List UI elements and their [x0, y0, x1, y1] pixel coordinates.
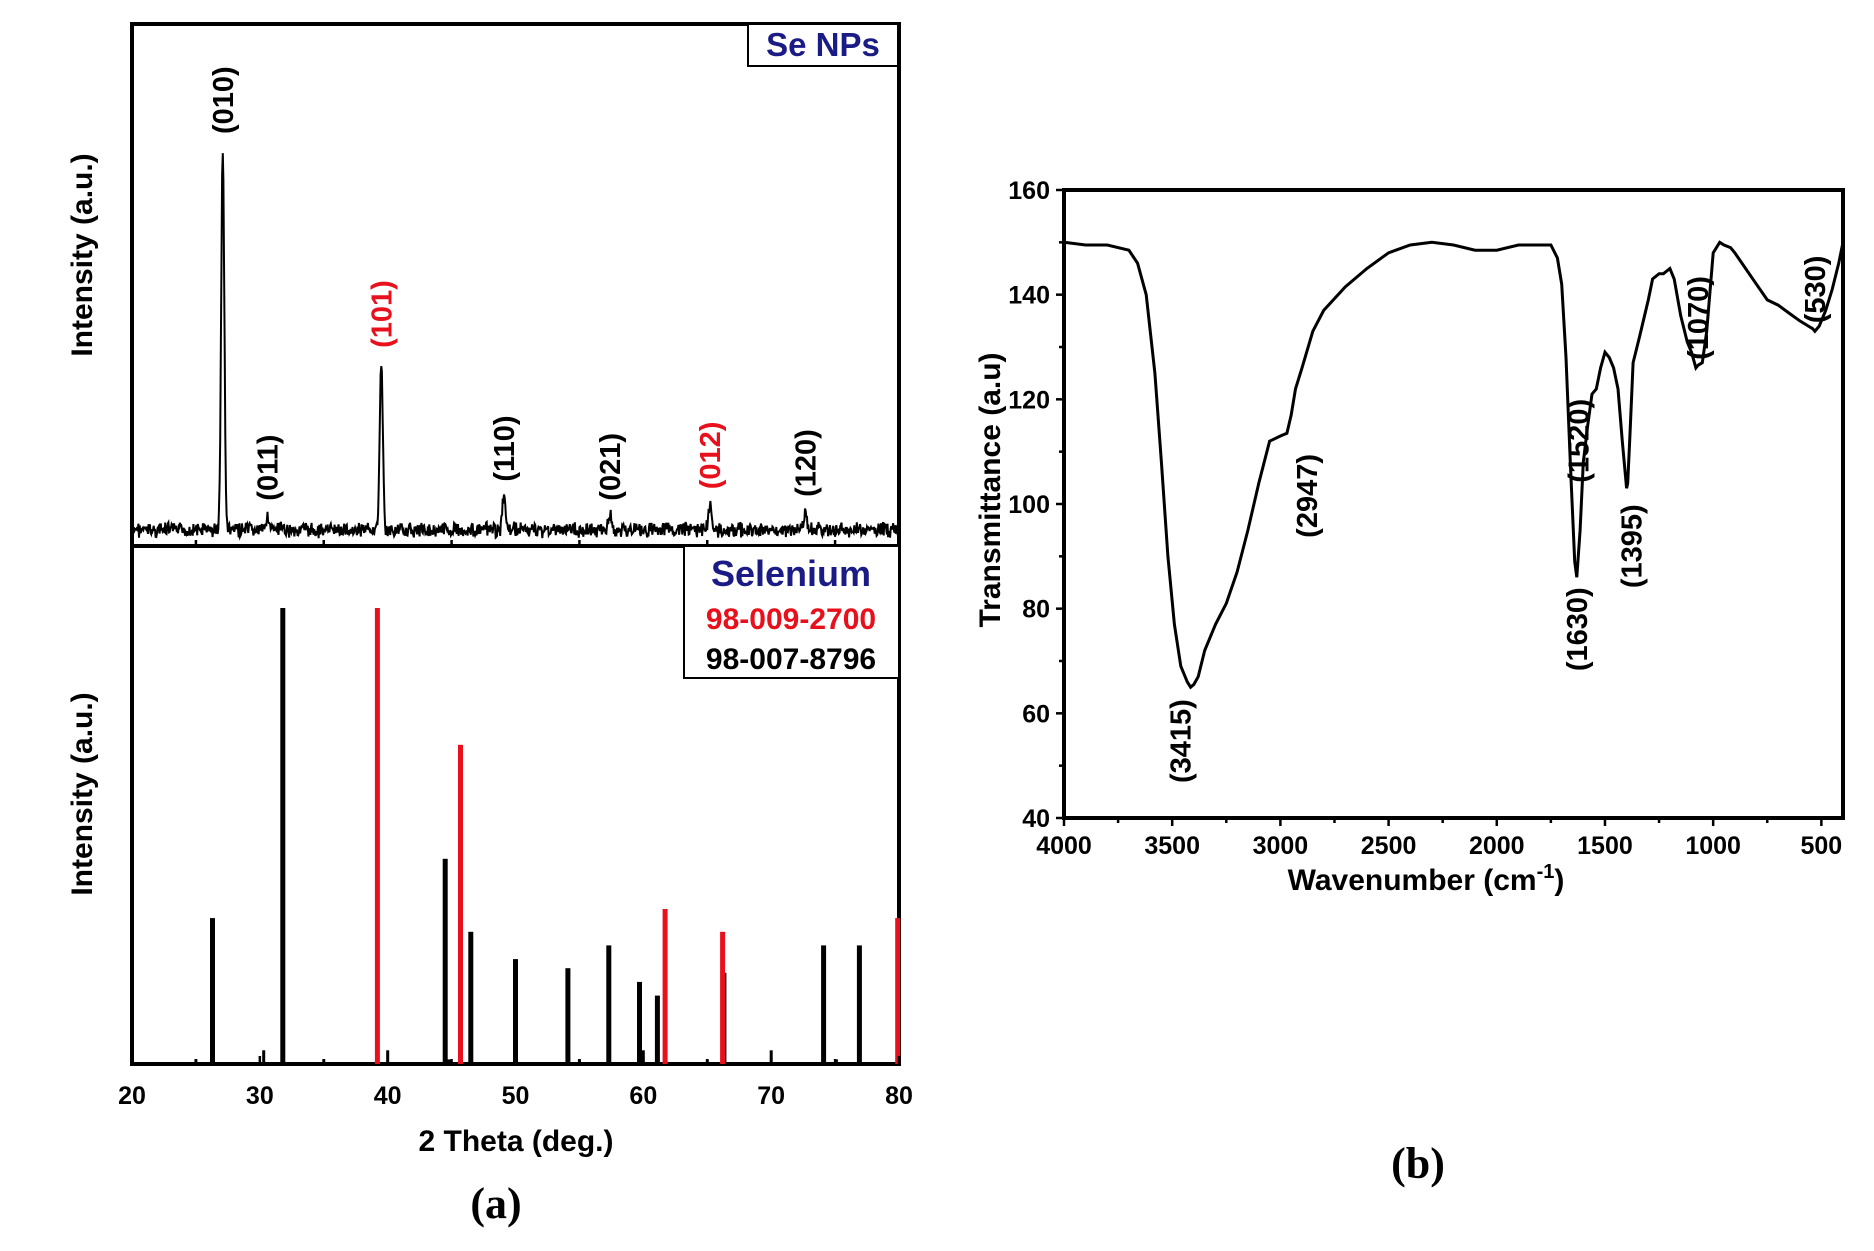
ftir-y-tick-label: 40 — [1022, 805, 1050, 833]
panel-label-b: (b) — [1391, 1139, 1445, 1188]
reference-bar — [210, 918, 215, 1064]
reference-bar — [662, 909, 668, 1064]
sample-label: Se NPs — [766, 26, 880, 63]
ftir-peak-label: (1520) — [1564, 399, 1596, 483]
ftir-peak-label: (1070) — [1683, 276, 1715, 360]
ftir-y-tick-label: 160 — [1008, 177, 1050, 205]
xrd-x-tick-label: 40 — [374, 1082, 402, 1110]
ftir-y-tick-label: 100 — [1008, 491, 1050, 519]
ftir-ylabel: Transmittance (a.u) — [974, 352, 1007, 627]
reference-bar — [720, 931, 726, 1064]
xrd-x-tick-label: 20 — [118, 1082, 146, 1110]
xrd-x-tick-label: 50 — [502, 1082, 530, 1110]
xrd-x-tick-label: 80 — [885, 1082, 913, 1110]
ftir-x-tick-label: 3500 — [1144, 832, 1200, 860]
xrd-sample-plot: (010) (011) (101) (110) (021) (012) (120) Se N… — [66, 22, 901, 548]
xrd-xlabel: 2 Theta (deg.) — [418, 1125, 613, 1158]
xrd-peak-label: (120) — [791, 429, 823, 497]
reference-bar — [513, 959, 518, 1064]
reference-bar — [654, 995, 660, 1064]
legend-entry-red: 98-009-2700 — [706, 603, 876, 636]
xrd-sample-ylabel: Intensity (a.u.) — [66, 153, 99, 356]
reference-pattern-plot: 20 30 40 50 60 70 80 Selenium 98-009-2700 98-0… — [66, 540, 913, 1158]
reference-ylabel: Intensity (a.u.) — [66, 692, 99, 895]
ftir-peak-label: (1630) — [1562, 587, 1594, 671]
xrd-peak-label: (012) — [695, 422, 727, 490]
ftir-y-tick-label: 60 — [1022, 700, 1050, 728]
reference-bar — [262, 1050, 266, 1064]
ftir-xlabel: Wavenumber (cm-1) — [1288, 861, 1565, 897]
xrd-peak-label: (101) — [366, 280, 398, 348]
reference-bar — [447, 1059, 451, 1064]
xrd-peak-label: (011) — [253, 435, 285, 501]
xrd-peak-label: (010) — [208, 66, 240, 134]
reference-bar — [374, 608, 380, 1064]
legend-title: Selenium — [711, 553, 871, 594]
ftir-peak-label: (530) — [1800, 256, 1832, 324]
xrd-pattern-line — [131, 153, 900, 541]
reference-bar — [821, 945, 827, 1064]
xrd-x-tick-label: 70 — [757, 1082, 785, 1110]
xrd-x-tick-label: 60 — [629, 1082, 657, 1110]
ftir-x-tick-label: 1000 — [1685, 832, 1741, 860]
ftir-peak-label: (2947) — [1292, 454, 1324, 538]
ftir-peak-label: (1395) — [1617, 504, 1649, 588]
reference-bar — [458, 744, 463, 1064]
reference-bar — [856, 945, 862, 1064]
ftir-x-tick-label: 3000 — [1253, 832, 1309, 860]
reference-bar — [834, 1059, 838, 1064]
reference-bar — [468, 931, 474, 1064]
ftir-x-tick-label: 2000 — [1469, 832, 1525, 860]
legend-entry-black: 98-007-8796 — [706, 643, 876, 676]
reference-legend: Selenium 98-009-2700 98-007-8796 — [683, 545, 900, 679]
sample-tag: Se NPs — [747, 23, 899, 67]
reference-bar — [637, 981, 642, 1064]
ftir-peak-labels: (3415) (2947) (1630) (1520) (1395) (1070) (530… — [1166, 256, 1832, 783]
xrd-x-ticks: 20 30 40 50 60 70 80 — [118, 540, 913, 1110]
ftir-y-tick-label: 120 — [1008, 386, 1050, 414]
ftir-y-tick-label: 80 — [1022, 596, 1050, 624]
ftir-x-tick-label: 1500 — [1577, 832, 1633, 860]
reference-bars — [194, 608, 901, 1064]
ftir-x-tick-label: 2500 — [1361, 832, 1417, 860]
reference-bar — [280, 608, 286, 1064]
ftir-x-tick-label: 500 — [1801, 832, 1843, 860]
xrd-peak-label: (021) — [595, 433, 627, 501]
xrd-x-tick-label: 30 — [246, 1082, 274, 1110]
ftir-spectrum-line — [1063, 240, 1845, 690]
ftir-ticks: 4000 3500 3000 2500 2000 1500 1000 500 40 60 80 100… — [1008, 177, 1842, 860]
reference-bar — [442, 858, 448, 1064]
panel-label-a: (a) — [470, 1179, 521, 1228]
ftir-y-tick-label: 140 — [1008, 282, 1050, 310]
reference-bar — [565, 968, 571, 1064]
xrd-peak-labels: (010) (011) (101) (110) (021) (012) (120) — [208, 66, 823, 500]
xrd-peak-label: (110) — [489, 415, 521, 481]
ftir-x-tick-label: 4000 — [1036, 832, 1092, 860]
ftir-plot: 4000 3500 3000 2500 2000 1500 1000 500 40 60 80 100… — [974, 177, 1845, 897]
reference-bar — [895, 918, 901, 1064]
ftir-peak-label: (3415) — [1166, 699, 1198, 783]
reference-bar — [606, 945, 612, 1064]
